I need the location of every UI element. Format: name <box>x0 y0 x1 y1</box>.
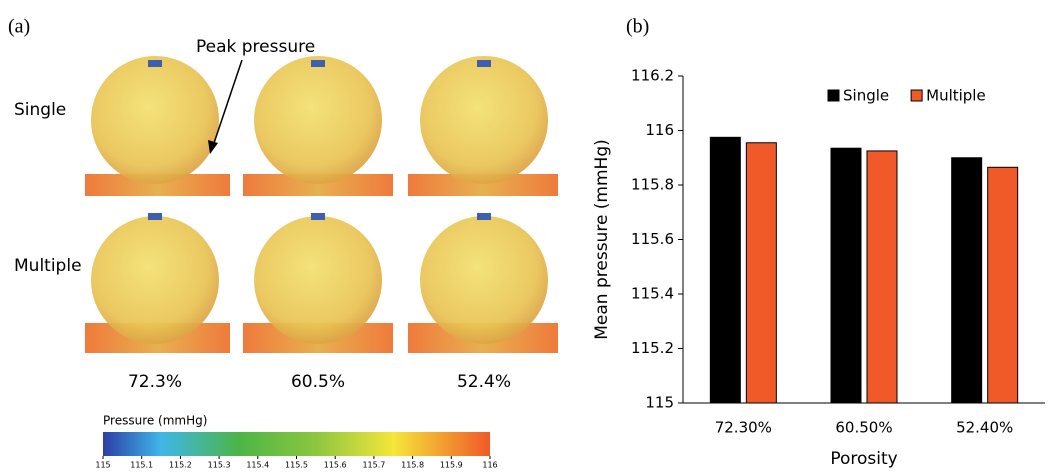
colorbar-tick-label: 115.8 <box>401 461 424 470</box>
column-label: 72.3% <box>128 372 182 392</box>
aneurysm <box>254 56 382 184</box>
y-tick-label: 115.6 <box>631 230 674 248</box>
aneurysm <box>420 216 548 344</box>
aneurysm <box>420 56 548 184</box>
bar <box>831 148 861 403</box>
outlet <box>148 60 162 67</box>
y-tick-label: 116 <box>645 121 674 139</box>
aneurysm <box>91 56 219 184</box>
colorbar-tick-label: 115 <box>95 461 110 470</box>
panel-label: (b) <box>626 16 649 38</box>
x-tick-label: 52.40% <box>956 419 1013 437</box>
colorbar-ticks: 115 115.1 115.2 115.3 115.4 115.5 115.6 115.7 11… <box>95 456 497 470</box>
bar <box>746 143 776 403</box>
colorbar-tick-label: 115.4 <box>246 461 269 470</box>
y-tick-label: 115 <box>645 394 674 412</box>
colorbar-tick-label: 115.2 <box>169 461 192 470</box>
legend-label: Single <box>843 87 889 105</box>
bar <box>867 151 897 403</box>
colorbar-tick-label: 115.7 <box>362 461 385 470</box>
legend-label: Multiple <box>926 87 986 105</box>
colorbar-tick-label: 115.6 <box>324 461 347 470</box>
sim-row <box>85 56 558 196</box>
aneurysm <box>91 216 219 344</box>
outlet <box>148 213 162 220</box>
simulations <box>85 56 558 353</box>
x-axis-label: Porosity <box>830 449 897 469</box>
bar <box>988 167 1018 403</box>
sim-row <box>85 213 558 353</box>
outlet <box>477 60 491 67</box>
bar <box>710 137 740 403</box>
column-label: 52.4% <box>457 372 511 392</box>
legend-swatch <box>911 90 922 101</box>
colorbar-tick-label: 115.9 <box>440 461 463 470</box>
row-label: Multiple <box>14 256 82 276</box>
x-tick-label: 60.50% <box>835 419 892 437</box>
y-tick-label: 115.4 <box>631 285 674 303</box>
bar <box>952 158 982 403</box>
arrow <box>213 60 242 146</box>
colorbar <box>103 432 490 456</box>
bar-chart: 115 115.2 115.4 115.6 115.8 116 116.2 72.30% 60.… <box>592 67 1045 470</box>
figure: (a) Peak pressure Single Multiple <box>0 0 1056 471</box>
annotation: Peak pressure <box>196 37 315 57</box>
outlet <box>311 60 325 67</box>
column-label: 60.5% <box>291 372 345 392</box>
colorbar-tick-label: 116 <box>482 461 497 470</box>
colorbar-tick-label: 115.3 <box>208 461 231 470</box>
x-tick-label: 72.30% <box>715 419 772 437</box>
colorbar-tick-label: 115.5 <box>285 461 308 470</box>
colorbar-label: Pressure (mmHg) <box>103 414 207 428</box>
y-tick-label: 116.2 <box>631 67 674 85</box>
y-tick-label: 115.8 <box>631 176 674 194</box>
y-tick-label: 115.2 <box>631 339 674 357</box>
y-axis-label: Mean pressure (mmHg) <box>592 139 612 340</box>
colorbar-tick-label: 115.1 <box>130 461 153 470</box>
legend-swatch <box>828 90 839 101</box>
outlet <box>311 213 325 220</box>
row-label: Single <box>14 100 66 120</box>
panel-label: (a) <box>8 16 30 38</box>
aneurysm <box>254 216 382 344</box>
outlet <box>477 213 491 220</box>
